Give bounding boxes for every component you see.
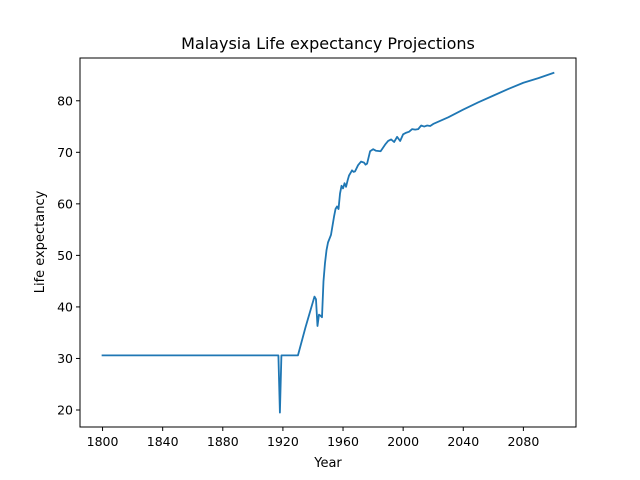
x-axis: 1800 1840 1880 1920 1960 2000 2040 2080 (87, 427, 539, 449)
x-tick-label: 1840 (147, 434, 179, 449)
x-tick-label: 1880 (207, 434, 239, 449)
plot-area (79, 57, 577, 428)
y-axis-label: Life expectancy (33, 190, 48, 293)
x-tick-label: 1920 (267, 434, 299, 449)
y-tick-label: 60 (57, 196, 73, 211)
x-tick-label: 2000 (387, 434, 419, 449)
y-tick-label: 80 (57, 93, 73, 108)
x-tick-label: 2080 (507, 434, 539, 449)
chart-title: Malaysia Life expectancy Projections (181, 34, 475, 53)
y-tick-label: 20 (57, 402, 73, 417)
y-axis: 20 30 40 50 60 70 80 (57, 93, 80, 417)
y-tick-label: 70 (57, 145, 73, 160)
y-tick-label: 50 (57, 248, 73, 263)
series-line (101, 71, 555, 414)
y-tick-label: 30 (57, 351, 73, 366)
x-axis-label: Year (313, 456, 342, 471)
x-tick-label: 1960 (327, 434, 359, 449)
x-tick-label: 1800 (87, 434, 119, 449)
y-tick-label: 40 (57, 299, 73, 314)
x-tick-label: 2040 (447, 434, 479, 449)
plot-frame (79, 57, 577, 428)
